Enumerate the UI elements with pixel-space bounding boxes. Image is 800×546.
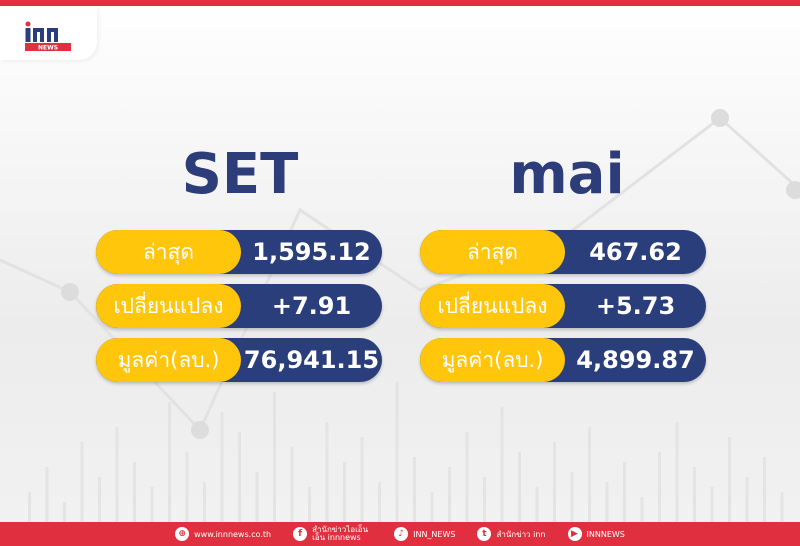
set-latest-row: ล่าสุด 1,595.12 bbox=[96, 230, 382, 274]
background-bar bbox=[203, 482, 206, 522]
globe-icon: ⊕ bbox=[175, 527, 190, 541]
background-bar bbox=[623, 462, 626, 522]
background-bar bbox=[28, 492, 31, 522]
background-bar bbox=[378, 482, 381, 522]
twitter-icon: t bbox=[477, 527, 492, 541]
background-bar bbox=[605, 482, 609, 522]
label: ล่าสุด bbox=[420, 230, 565, 274]
background-bar bbox=[80, 442, 84, 522]
background-bar bbox=[570, 472, 574, 522]
label: มูลค่า(ลบ.) bbox=[96, 338, 241, 382]
inn-news-logo: NEWS bbox=[25, 21, 71, 52]
tiktok-icon: ♪ bbox=[394, 527, 409, 541]
background-bar bbox=[658, 452, 661, 522]
background-bar bbox=[780, 492, 784, 522]
mai-title: mai bbox=[509, 142, 625, 207]
value: 4,899.87 bbox=[576, 346, 695, 374]
background-bar bbox=[500, 407, 504, 522]
footer-website[interactable]: ⊕ www.innnews.co.th bbox=[175, 527, 271, 541]
value: +5.73 bbox=[595, 292, 676, 320]
background-bar bbox=[98, 477, 101, 522]
background-bar bbox=[763, 457, 766, 522]
background-bar bbox=[343, 462, 346, 522]
footer-text: INN_NEWS bbox=[413, 529, 456, 539]
background-bar bbox=[483, 477, 486, 522]
background-bar bbox=[63, 502, 66, 522]
footer-text: www.innnews.co.th bbox=[194, 529, 272, 539]
background-bar bbox=[325, 422, 329, 522]
svg-text:NEWS: NEWS bbox=[38, 45, 58, 52]
background-bar bbox=[255, 472, 259, 522]
background-bar bbox=[238, 432, 241, 522]
label: เปลี่ยนแปลง bbox=[96, 284, 241, 328]
value: 467.62 bbox=[589, 238, 682, 266]
footer-text: สำนักข่าวไอเอ็นเอ็น innnews bbox=[312, 525, 369, 542]
value: +7.91 bbox=[271, 292, 352, 320]
background-bar bbox=[430, 492, 434, 522]
background-bar bbox=[553, 442, 556, 522]
background-bar bbox=[535, 487, 539, 522]
footer-facebook[interactable]: f สำนักข่าวไอเอ็นเอ็น innnews bbox=[293, 526, 372, 542]
background-bar bbox=[150, 487, 154, 522]
label: ล่าสุด bbox=[96, 230, 241, 274]
background-bar bbox=[640, 497, 644, 522]
mai-change-row: เปลี่ยนแปลง +5.73 bbox=[420, 284, 706, 328]
background-bar bbox=[290, 447, 294, 522]
set-title: SET bbox=[181, 142, 299, 207]
set-change-row: เปลี่ยนแปลง +7.91 bbox=[96, 284, 382, 328]
background-bar bbox=[745, 477, 749, 522]
footer-text: INNNEWS bbox=[586, 529, 625, 539]
background-decoration bbox=[0, 109, 800, 522]
set-value-row: มูลค่า(ลบ.) 76,941.15 bbox=[96, 338, 382, 382]
logo-panel: NEWS bbox=[0, 6, 97, 60]
background-bar bbox=[395, 382, 399, 522]
mai-latest-row: ล่าสุด 467.62 bbox=[420, 230, 706, 274]
background-bar bbox=[448, 467, 451, 522]
background-bar bbox=[693, 467, 696, 522]
background-bar bbox=[133, 462, 136, 522]
youtube-icon: ▶ bbox=[567, 527, 582, 541]
top-bar bbox=[0, 0, 800, 6]
facebook-icon: f bbox=[293, 527, 308, 541]
footer-tiktok[interactable]: ♪ INN_NEWS bbox=[394, 527, 455, 541]
background-bar bbox=[168, 402, 171, 522]
background-bar bbox=[308, 487, 311, 522]
footer: ⊕ www.innnews.co.th f สำนักข่าวไอเอ็นเอ็น … bbox=[0, 522, 800, 546]
value: 76,941.15 bbox=[243, 346, 380, 374]
background-bar bbox=[728, 437, 731, 522]
background-bar bbox=[413, 457, 416, 522]
background-bar bbox=[675, 422, 679, 522]
background-bar bbox=[45, 467, 49, 522]
background-bar bbox=[185, 452, 189, 522]
background-bar bbox=[115, 427, 119, 522]
footer-text: สำนักข่าว inn bbox=[496, 529, 546, 539]
background-bar bbox=[273, 392, 276, 522]
background-bar bbox=[465, 432, 469, 522]
mai-value-row: มูลค่า(ลบ.) 4,899.87 bbox=[420, 338, 706, 382]
background-bar bbox=[588, 427, 591, 522]
label: เปลี่ยนแปลง bbox=[420, 284, 565, 328]
background-bar bbox=[220, 412, 224, 522]
label: มูลค่า(ลบ.) bbox=[420, 338, 565, 382]
background-bar bbox=[710, 487, 714, 522]
background-bar bbox=[518, 452, 521, 522]
footer-twitter[interactable]: t สำนักข่าว inn bbox=[477, 527, 546, 541]
background-bar bbox=[360, 437, 364, 522]
footer-youtube[interactable]: ▶ INNNEWS bbox=[567, 527, 625, 541]
value: 1,595.12 bbox=[252, 238, 371, 266]
